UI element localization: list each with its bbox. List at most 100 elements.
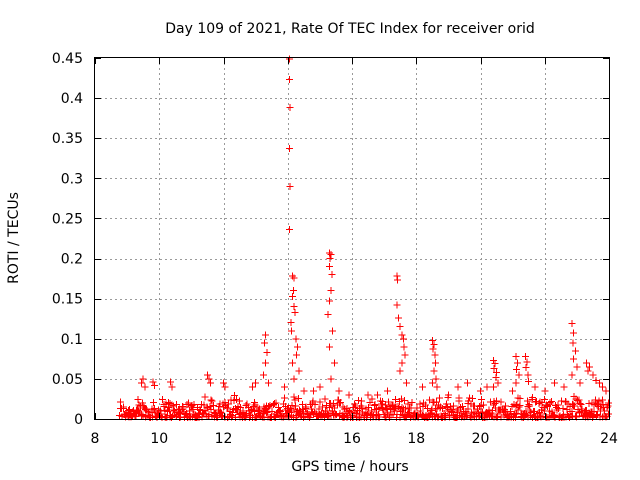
baseline-marker (590, 407, 598, 415)
data-point-marker (490, 364, 498, 372)
baseline-marker (553, 406, 561, 414)
baseline-marker (515, 403, 523, 411)
baseline-marker (164, 398, 172, 406)
data-point-marker (207, 379, 215, 387)
data-point-marker (492, 373, 500, 381)
baseline-marker (405, 409, 413, 417)
y-axis-label: ROTI / TECUs (6, 192, 22, 284)
baseline-marker (189, 405, 197, 413)
baseline-marker (592, 396, 600, 404)
baseline-marker (592, 412, 600, 420)
baseline-marker (535, 400, 543, 408)
baseline-marker (494, 412, 502, 420)
data-point-marker (326, 255, 334, 263)
baseline-marker (575, 396, 583, 404)
baseline-marker (436, 394, 444, 402)
baseline-marker (256, 405, 264, 413)
baseline-marker (137, 411, 145, 419)
baseline-marker (480, 401, 488, 409)
baseline-marker (125, 406, 133, 414)
data-point-marker (396, 367, 404, 375)
data-point-marker (489, 356, 497, 364)
baseline-marker (589, 412, 597, 420)
baseline-marker (605, 399, 613, 407)
data-point-marker (550, 379, 558, 387)
baseline-marker (427, 409, 435, 417)
data-point-marker (292, 335, 300, 343)
data-point-marker (261, 339, 269, 347)
baseline-marker (349, 403, 357, 411)
baseline-marker (523, 397, 531, 405)
baseline-marker (315, 405, 323, 413)
baseline-marker (401, 405, 409, 413)
baseline-marker (450, 402, 458, 410)
baseline-marker (381, 401, 389, 409)
data-point-marker (531, 383, 539, 391)
baseline-marker (448, 405, 456, 413)
data-point-marker (584, 367, 592, 375)
baseline-marker (171, 407, 179, 415)
baseline-marker (466, 412, 474, 420)
data-point-marker (398, 331, 406, 339)
data-point-marker (326, 263, 334, 271)
axis-ticks: 8 10 12 14 16 18 20 22 24 0 0.05 0.1 0.15 0.2 0.25 0.3 0… (52, 51, 618, 447)
baseline-marker (183, 401, 191, 409)
data-point-marker (399, 335, 407, 343)
baseline-marker (443, 400, 451, 408)
baseline-marker (379, 406, 387, 414)
baseline-marker (525, 400, 533, 408)
baseline-marker (216, 408, 224, 416)
y-tick-label: 0.45 (52, 51, 83, 67)
data-point-marker (149, 378, 157, 386)
data-point-marker (393, 301, 401, 309)
baseline-marker (207, 396, 215, 404)
data-point-marker (602, 387, 610, 395)
y-tick-label: 0 (74, 412, 83, 428)
data-point-marker (595, 379, 603, 387)
baseline-marker (413, 404, 421, 412)
data-point-marker (576, 379, 584, 387)
data-point-marker (327, 375, 335, 383)
data-point-marker (569, 339, 577, 347)
data-point-marker (401, 351, 409, 359)
data-point-marker (512, 379, 520, 387)
x-axis-label: GPS time / hours (291, 459, 408, 475)
baseline-marker (512, 409, 520, 417)
baseline-marker (526, 402, 534, 410)
baseline-marker (236, 397, 244, 405)
baseline-marker (337, 399, 345, 407)
baseline-marker (201, 393, 209, 401)
baseline-marker (446, 402, 454, 410)
data-point-marker (309, 387, 317, 395)
data-point-marker (477, 387, 484, 395)
baseline-marker (516, 402, 524, 410)
baseline-marker (263, 409, 271, 417)
data-point-marker (395, 314, 403, 322)
data-point-marker (428, 379, 436, 387)
data-point-marker (512, 352, 520, 360)
data-point-marker (263, 348, 271, 356)
data-point-marker (374, 391, 382, 399)
data-point-marker (248, 383, 256, 391)
data-point-marker (430, 367, 438, 375)
baseline-marker (316, 398, 324, 406)
data-point-marker (290, 287, 298, 295)
data-point-marker (525, 377, 533, 385)
baseline-marker (449, 409, 457, 417)
baseline-marker (150, 405, 158, 413)
data-point-marker (433, 383, 441, 391)
baseline-marker (272, 399, 280, 407)
baseline-marker (548, 408, 556, 416)
data-point-marker (326, 249, 334, 257)
data-point-marker (291, 308, 299, 316)
baseline-marker (251, 407, 259, 415)
baseline-marker (571, 402, 579, 410)
baseline-marker (477, 396, 485, 404)
data-point-marker (419, 383, 427, 391)
baseline-marker (120, 404, 128, 412)
data-point-marker (327, 287, 335, 295)
baseline-marker (250, 403, 258, 411)
baseline-marker (319, 403, 327, 411)
data-point-marker (512, 365, 520, 373)
